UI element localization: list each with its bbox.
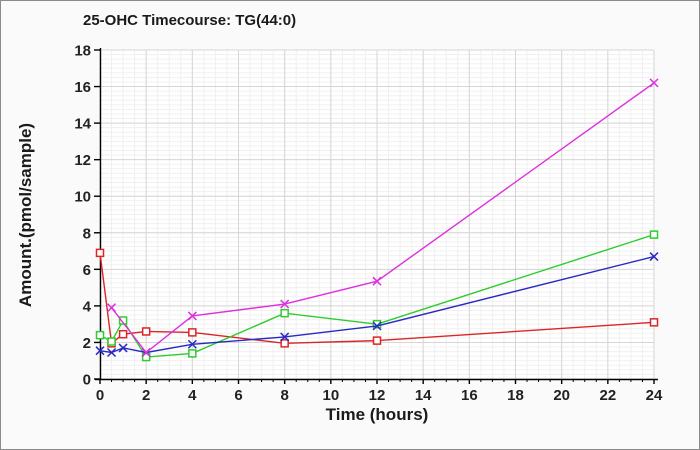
green-squares-marker — [188, 349, 197, 358]
axis-ticks — [94, 49, 655, 384]
blue-x-marker — [372, 321, 382, 331]
y-tick-label: 10 — [74, 189, 91, 206]
magenta-x-marker — [107, 303, 117, 313]
y-tick-label: 16 — [74, 79, 91, 96]
x-tick-label: 18 — [507, 387, 524, 404]
y-tick-label: 4 — [83, 298, 92, 315]
x-tick-label: 8 — [280, 387, 288, 404]
magenta-x-marker — [372, 276, 382, 286]
green-squares-marker — [649, 230, 659, 239]
magenta-x-marker — [280, 299, 290, 309]
series-magenta-x-line — [110, 82, 655, 354]
green-squares-marker — [107, 337, 116, 346]
series-green-squares — [95, 230, 659, 362]
x-tick-label: 2 — [142, 387, 150, 404]
green-squares-marker — [118, 316, 128, 325]
y-tick-label: 0 — [83, 372, 91, 389]
red-squares-marker — [95, 248, 105, 258]
y-axis-label: Amount.(pmol/sample) — [16, 123, 35, 307]
x-axis-label: Time (hours) — [326, 405, 429, 424]
red-squares-marker — [649, 318, 659, 327]
x-tick-label: 22 — [599, 387, 616, 404]
chart-title: 25-OHC Timecourse: TG(44:0) — [83, 12, 296, 29]
red-squares-marker — [141, 327, 151, 336]
x-tick-label: 12 — [369, 387, 386, 404]
y-tick-label: 2 — [83, 335, 91, 352]
blue-x-marker — [107, 347, 117, 358]
blue-x-marker — [280, 332, 290, 342]
y-tick-label: 18 — [74, 43, 91, 60]
data-series — [95, 78, 659, 362]
series-magenta-x — [107, 78, 659, 358]
green-squares-marker — [95, 330, 105, 340]
red-squares-marker — [118, 329, 128, 339]
y-tick-label: 8 — [83, 225, 91, 242]
x-tick-label: 10 — [322, 387, 339, 404]
magenta-x-marker — [141, 347, 151, 358]
y-tick-label: 14 — [74, 116, 91, 133]
blue-x-marker — [118, 343, 128, 353]
series-blue-x-line — [99, 255, 655, 354]
x-tick-label: 0 — [96, 387, 104, 404]
green-squares-marker — [141, 352, 151, 362]
x-tick-label: 20 — [553, 387, 570, 404]
red-squares-marker — [372, 336, 382, 345]
blue-x-marker — [95, 346, 105, 356]
green-squares-marker — [280, 308, 289, 318]
red-squares-marker — [280, 339, 289, 348]
y-tick-label: 6 — [83, 262, 91, 279]
magenta-x-marker — [649, 78, 659, 88]
x-tick-label: 6 — [234, 387, 242, 404]
magenta-x-marker — [187, 311, 197, 321]
blue-x-marker — [649, 252, 659, 262]
x-tick-label: 16 — [461, 387, 478, 404]
red-squares-marker — [188, 328, 197, 337]
green-squares-marker — [372, 319, 382, 329]
x-tick-label: 4 — [188, 387, 197, 404]
x-tick-label: 24 — [646, 387, 663, 404]
x-tick-label: 14 — [415, 387, 432, 404]
blue-x-marker — [187, 339, 197, 349]
y-tick-label: 12 — [74, 152, 91, 169]
